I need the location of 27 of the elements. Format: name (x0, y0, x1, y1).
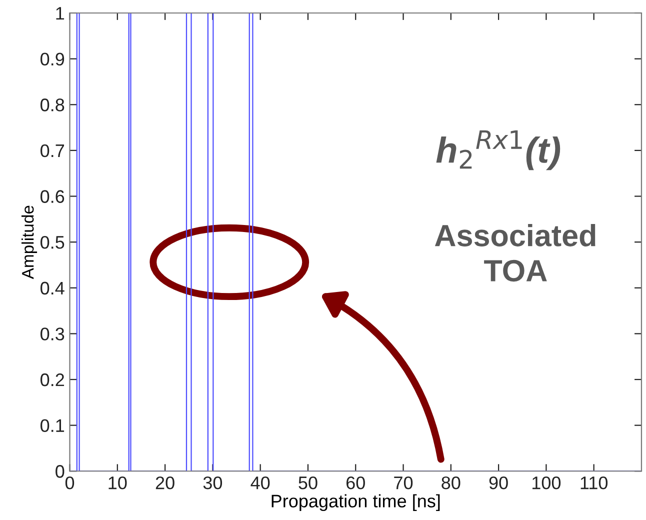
y-tick-label: 0.9 (40, 52, 64, 66)
annotation: Associated TOA (434, 224, 596, 282)
y-axis-title: Amplitude (21, 206, 38, 280)
x-axis-title: Propagation time [ns] (272, 494, 440, 512)
x-tick-label: 80 (442, 476, 460, 490)
x-tick-label: 60 (346, 476, 365, 490)
x-tick-label: 100 (532, 476, 561, 490)
x-tick-label: 70 (394, 476, 413, 490)
x-tick-label: 0 (65, 476, 74, 490)
y-tick-label: 0.5 (40, 236, 64, 249)
x-tick-label: 50 (298, 476, 318, 490)
x-tick-label: 10 (108, 476, 127, 490)
annotation: h$_{2}$$^{Rx1}$(t) (436, 130, 560, 170)
y-tick-label: 0.1 (40, 419, 64, 432)
y-tick-label: 1 (56, 7, 64, 20)
x-tick-label: 40 (250, 476, 270, 490)
y-tick-label: 0.2 (40, 373, 64, 386)
y-tick-label: 0.3 (40, 328, 64, 340)
y-tick-label: 0.6 (40, 190, 64, 203)
y-tick-label: 0.7 (40, 144, 64, 158)
x-tick-label: 30 (203, 476, 222, 490)
x-tick-label: 90 (489, 476, 508, 490)
x-tick-label: 110 (580, 476, 608, 490)
y-tick-label: 0 (56, 465, 64, 478)
y-tick-label: 0.8 (40, 98, 64, 112)
x-tick-label: 20 (156, 476, 174, 490)
y-tick-label: 0.4 (40, 282, 64, 295)
